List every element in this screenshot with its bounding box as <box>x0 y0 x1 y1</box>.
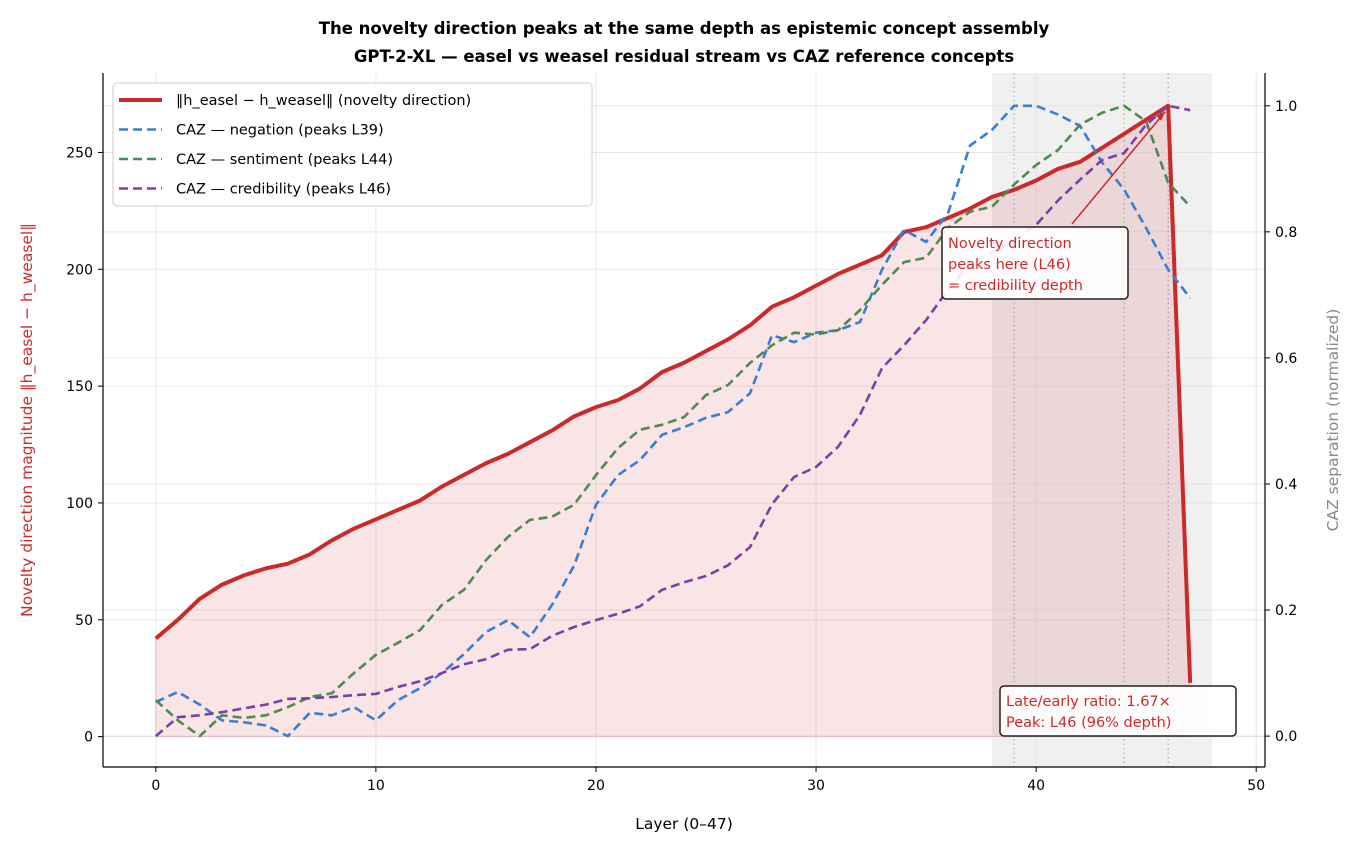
x-tick-label: 30 <box>807 778 825 794</box>
x-tick-label: 50 <box>1247 778 1265 794</box>
annotation-box <box>941 226 1129 300</box>
y-right-tick-label: 0.0 <box>1275 729 1297 745</box>
annotation-text: = credibility depth <box>948 278 1083 294</box>
legend <box>112 82 593 207</box>
x-tick-label: 40 <box>1027 778 1045 794</box>
y-right-tick-label: 0.8 <box>1275 225 1297 241</box>
y-tick-label: 100 <box>66 496 93 512</box>
legend-label: ‖h_easel − h_weasel‖ (novelty direction) <box>176 93 471 109</box>
annotation-text: peaks here (L46) <box>948 257 1071 273</box>
series-line-novelty <box>154 103 1193 683</box>
y-tick-label: 150 <box>66 379 93 395</box>
x-tick-label: 0 <box>151 778 160 794</box>
legend-label: CAZ — negation (peaks L39) <box>176 123 384 139</box>
plot-area: 0 10 20 30 40 50 0 50 100 150 200 250 0.0 0.2 0.4 0.6 0.… <box>66 73 1297 794</box>
y-tick-label: 250 <box>66 145 93 161</box>
ratio-annotation-box <box>999 685 1237 737</box>
series-line-caz-2 <box>154 104 1192 738</box>
series-line-caz-1 <box>155 104 1192 738</box>
x-axis-label: Layer (0–47) <box>635 815 733 833</box>
legend-label: CAZ — credibility (peaks L46) <box>176 182 391 198</box>
y-tick-label: 200 <box>66 262 93 278</box>
chart-title: The novelty direction peaks at the same … <box>319 19 1050 38</box>
legend-label: CAZ — sentiment (peaks L44) <box>176 152 393 168</box>
annotation-text: Novelty direction <box>948 236 1072 252</box>
y-right-tick-label: 0.6 <box>1275 351 1297 367</box>
annotation-arrow <box>1071 111 1166 225</box>
x-tick-label: 10 <box>367 778 385 794</box>
y-tick-label: 50 <box>75 613 93 629</box>
x-tick-label: 20 <box>587 778 605 794</box>
ratio-annotation-text: Late/early ratio: 1.67× <box>1006 694 1171 710</box>
y-axis-label-left: Novelty direction magnitude ‖h_easel − h… <box>18 223 37 617</box>
annotation-arrowhead <box>1156 111 1166 121</box>
y-right-tick-label: 1.0 <box>1275 99 1297 115</box>
y-axis-label-right: CAZ separation (normalized) <box>1324 309 1342 532</box>
ratio-annotation-text: Peak: L46 (96% depth) <box>1006 715 1171 731</box>
y-right-tick-label: 0.2 <box>1275 603 1297 619</box>
y-tick-label: 0 <box>84 730 93 746</box>
chart-subtitle: GPT-2-XL — easel vs weasel residual stre… <box>354 47 1014 66</box>
y-right-tick-label: 0.4 <box>1275 477 1297 493</box>
